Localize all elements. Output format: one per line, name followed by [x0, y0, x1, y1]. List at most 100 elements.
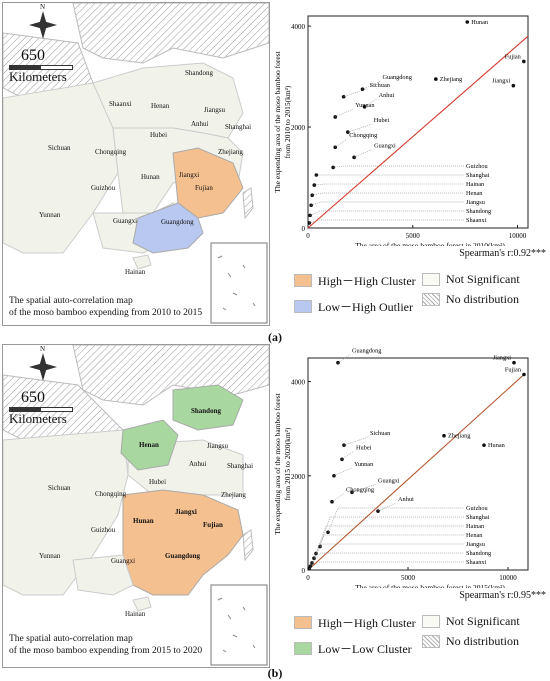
province-label: Jiangsu: [207, 442, 228, 450]
scale-bar: [9, 65, 73, 70]
y-tick-label: 0: [302, 567, 306, 575]
compass-icon-a: [29, 11, 57, 39]
leader-line: [312, 192, 464, 196]
scatter-svg-a: 0 5000 10000 0 2000 4000 The area of the moso …: [273, 15, 529, 250]
province-label: Zhejiang: [221, 491, 246, 499]
leader-line: [319, 516, 464, 547]
point-label: Fujian: [505, 366, 522, 373]
hainan-a: [132, 254, 152, 270]
panel-b: N 650 Kilometers Shandong Henan Jiangsu …: [0, 342, 550, 672]
point-label: Shanghai: [466, 514, 490, 521]
leader-line: [309, 219, 464, 224]
legend-label: No distribution: [446, 634, 520, 648]
point-label: Zhejiang: [440, 76, 463, 83]
map-title-line1: The spatial auto-correlation map: [9, 634, 133, 644]
scale-unit: Kilometers: [9, 69, 67, 84]
leader-line: [362, 80, 381, 90]
leader-line: [335, 139, 348, 148]
data-point: [465, 20, 470, 24]
south-china-sea-inset-b: [210, 584, 268, 666]
province-label: Guangxi: [111, 557, 136, 565]
point-label: Shaanxi: [466, 559, 487, 566]
point-label: Sichuan: [370, 430, 391, 437]
scatter-chart-b: 0 5000 10000 0 2000 4000 The area of the moso …: [268, 344, 548, 592]
leader-line: [335, 108, 354, 118]
legend-label: Low－Low Cluster: [318, 642, 412, 656]
data-point: [511, 83, 516, 88]
cluster-shandong-b: [172, 384, 244, 431]
point-label: Hubei: [374, 117, 390, 124]
data-point: [346, 130, 350, 134]
point-label: Hainan: [466, 523, 485, 530]
leader-line: [364, 98, 377, 108]
cluster-south-b: [122, 489, 244, 596]
no-distribution-north-b: [72, 345, 269, 406]
y-axis-label-line2: from 2015 to 2020(km²): [283, 427, 292, 500]
compass-label: N: [40, 3, 46, 11]
trend-line: [307, 374, 525, 571]
leader-line: [377, 502, 397, 512]
plot-frame: [307, 15, 529, 229]
data-point: [312, 183, 317, 187]
legend-item-low-high: Low－High Outlier: [294, 298, 413, 315]
province-label: Henan: [139, 441, 159, 449]
point-label: Hunan: [488, 442, 506, 449]
legend-label: Low－High Outlier: [318, 300, 413, 314]
scale-number: 650: [21, 389, 45, 406]
south-china-sea-inset-a: [210, 242, 268, 324]
province-label: Shandong: [191, 407, 221, 415]
legend-item-not-significant: Not Significant: [422, 272, 520, 287]
leader-line: [314, 183, 464, 186]
province-label: Anhui: [189, 460, 207, 468]
province-label: Hunan: [141, 173, 160, 181]
data-point: [307, 566, 311, 571]
x-axis-label: The area of the moso bamboo forest in 20…: [355, 241, 505, 246]
province-label: Chongqing: [95, 490, 127, 498]
province-label: Jiangxi: [179, 171, 200, 179]
leader-line: [353, 149, 373, 158]
leader-line: [310, 552, 464, 567]
point-label: Guangxi: [378, 477, 400, 484]
province-label: Henan: [151, 102, 170, 110]
y-tick-label: 4000: [291, 379, 306, 387]
data-point: [522, 372, 526, 377]
data-point: [336, 360, 340, 365]
point-label: Jiangsu: [466, 199, 486, 206]
data-point: [442, 433, 446, 438]
province-label: Hainan: [125, 610, 146, 618]
map-title-line2: of the moso bamboo expending from 2015 t…: [9, 646, 203, 656]
scale-number: 650: [21, 47, 45, 64]
data-point: [341, 94, 346, 99]
legend-swatch: [294, 274, 312, 287]
caption-b: (b): [267, 666, 283, 680]
point-label: Jiangxi: [493, 355, 511, 362]
legend-item-no-distribution: No distribution: [422, 634, 519, 649]
legend-label: High－High Cluster: [318, 274, 416, 288]
y-tick-label: 2000: [291, 124, 306, 132]
y-tick-label: 0: [302, 225, 306, 233]
province-label: Sichuan: [48, 144, 71, 152]
china-map-a: [3, 3, 269, 324]
x-tick-label: 5000: [406, 232, 421, 240]
caption-a: (a): [268, 330, 282, 344]
point-label: Chongqing: [346, 487, 375, 494]
scatter-chart-a: 0 5000 10000 0 2000 4000 The area of the moso …: [268, 2, 548, 250]
legend-swatch: [294, 616, 312, 629]
trend-line: [307, 35, 529, 229]
leader-line: [309, 210, 464, 216]
panel-a: N 650 Kilometers Shandong Shaanxi Henan …: [0, 0, 550, 330]
province-label: Yunnan: [39, 552, 61, 560]
province-label: Jiangsu: [204, 106, 225, 114]
legend-swatch: [422, 273, 440, 286]
province-label: Hunan: [133, 517, 154, 525]
leader-line: [315, 525, 464, 554]
province-label: Fujian: [203, 521, 223, 529]
province-label: Hubei: [149, 478, 167, 486]
legend-item-low-low: Low－Low Cluster: [294, 640, 412, 657]
province-label: Sichuan: [48, 484, 71, 492]
province-guangxi-b: [72, 554, 134, 596]
point-label: Sichuan: [370, 82, 391, 89]
leader-line: [337, 354, 351, 363]
no-distribution-north-a: [72, 3, 269, 64]
point-label: Shaanxi: [466, 217, 487, 224]
